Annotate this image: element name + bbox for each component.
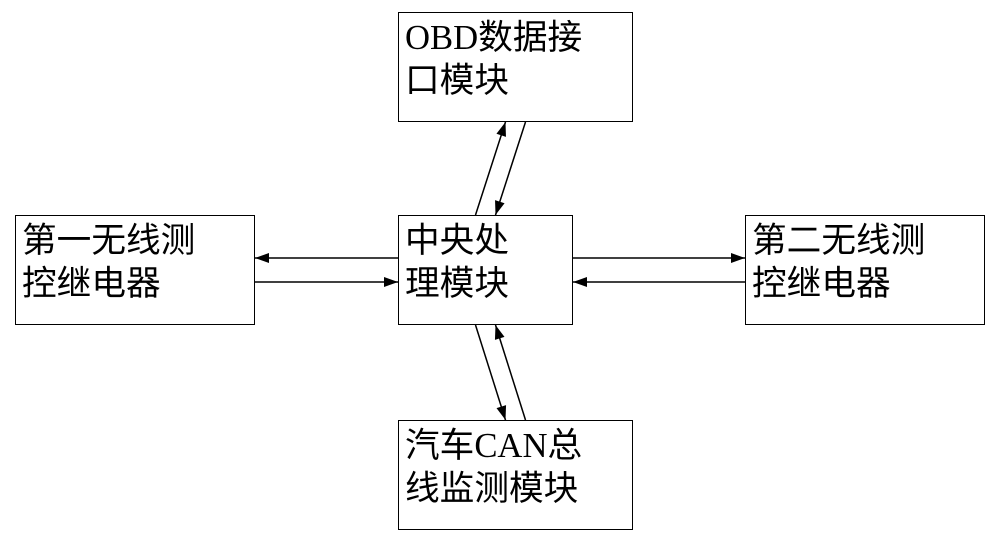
node-second-wireless-relay: 第二无线测 控继电器 — [745, 215, 985, 325]
diagram-canvas: OBD数据接 口模块 第一无线测 控继电器 中央处 理模块 第二无线测 控继电器… — [0, 0, 1000, 543]
node-label: 第二无线测 控继电器 — [752, 220, 925, 307]
node-label: 汽车CAN总 线监测模块 — [405, 425, 582, 512]
node-central-processing: 中央处 理模块 — [398, 215, 573, 325]
node-obd-data-interface: OBD数据接 口模块 — [398, 12, 633, 122]
node-label: OBD数据接 口模块 — [405, 17, 582, 104]
node-label: 中央处 理模块 — [405, 220, 509, 307]
node-first-wireless-relay: 第一无线测 控继电器 — [15, 215, 255, 325]
node-can-bus-monitor: 汽车CAN总 线监测模块 — [398, 420, 633, 530]
node-label: 第一无线测 控继电器 — [22, 220, 195, 307]
